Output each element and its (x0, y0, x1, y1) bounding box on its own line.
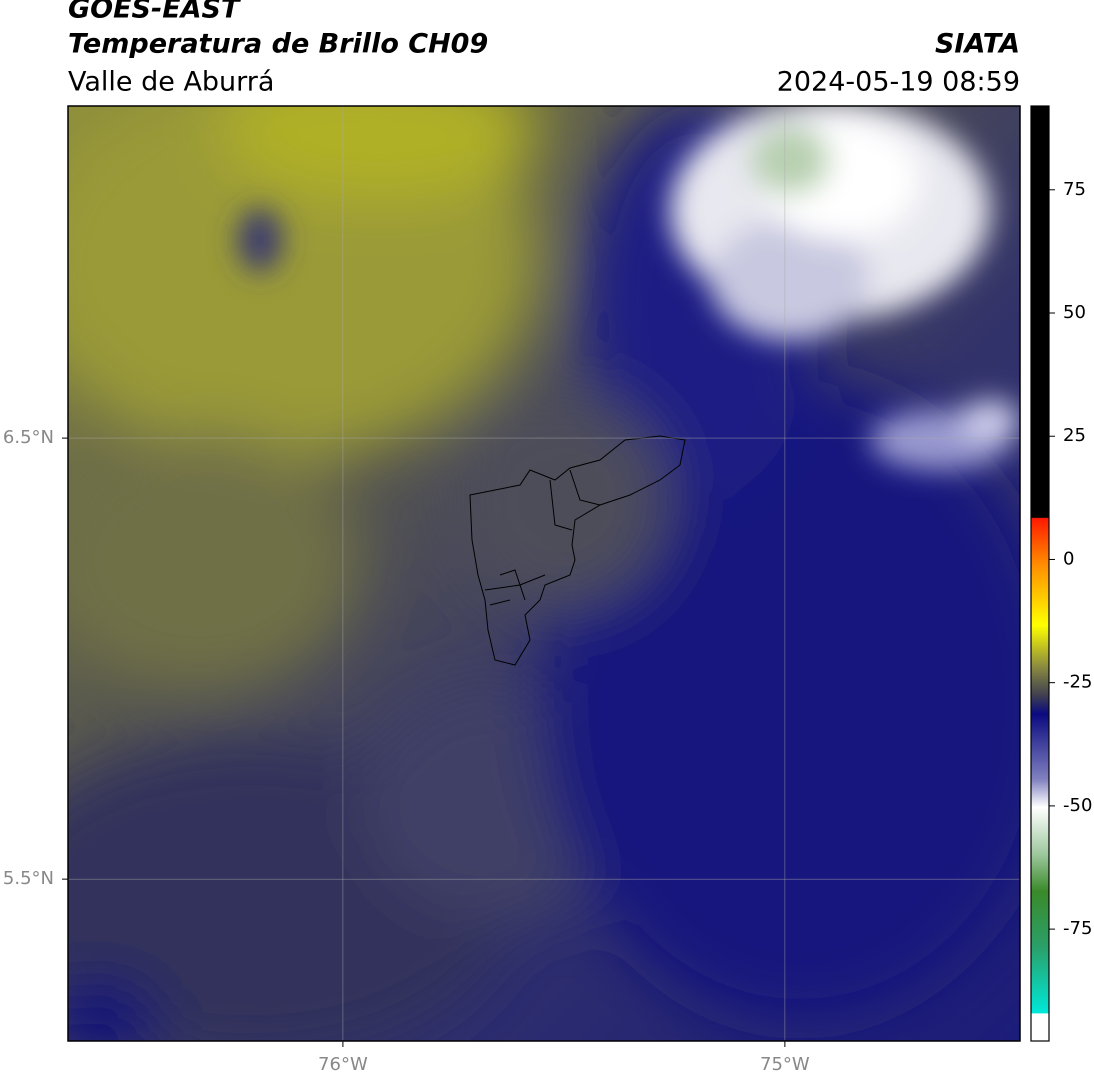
valley-boundaries (469, 435, 686, 666)
map-frame (67, 105, 1021, 1042)
title: GOES-EAST (68, 0, 242, 25)
colorbar-tick-label: 0 (1063, 548, 1074, 569)
colorbar-tick-label: 50 (1063, 302, 1086, 323)
colorbar-tick-label: 25 (1063, 425, 1086, 446)
lat-tick-label: 6.5°N (3, 427, 54, 448)
colorbar-tick-label: -25 (1063, 672, 1092, 693)
lat-tick-label: 5.5°N (3, 868, 54, 889)
subtitle: Temperatura de Brillo CH09 (68, 29, 488, 60)
colorbar-tick-label: -75 (1063, 918, 1092, 939)
colorbar-tick-label: 75 (1063, 179, 1086, 200)
source: SIATA (935, 29, 1020, 60)
region: Valle de Aburrá (68, 67, 274, 98)
colorbar-tick-label: -50 (1063, 795, 1092, 816)
datetime: 2024-05-19 08:59 (777, 67, 1020, 98)
map-field (68, 106, 1020, 1041)
colorbar (1030, 105, 1050, 1042)
lon-tick-label: 76°W (318, 1054, 368, 1075)
lon-tick-label: 75°W (760, 1054, 810, 1075)
